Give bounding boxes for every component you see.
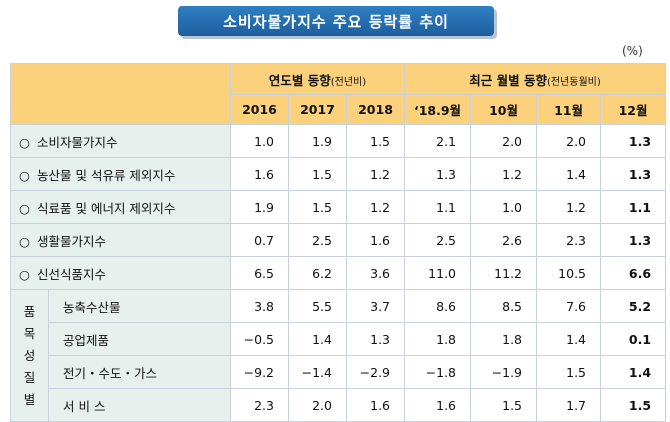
table-cell: 5.5 [288, 289, 347, 323]
row-label: ○ 생활물가지수 [10, 223, 231, 257]
table-row: ○ 생활물가지수 0.7 2.5 1.6 2.5 2.6 2.3 1.3 [10, 223, 667, 257]
row-label: 농축수산물 [48, 289, 231, 323]
table-cell: 2.0 [470, 124, 538, 158]
table-row: 품 목 성 질 별 농축수산물 3.8 5.5 3.7 8.6 8.5 7.6 … [10, 289, 667, 422]
table-cell: 1.1 [404, 190, 472, 224]
table-cell: 1.3 [600, 124, 667, 158]
table-cell: 5.2 [600, 289, 667, 323]
header-corner [10, 63, 231, 125]
row-label: ○ 식료품 및 에너지 제외지수 [10, 190, 231, 224]
table-cell: 1.6 [345, 223, 406, 257]
table-cell: 1.3 [600, 157, 667, 191]
table-cell: 11.0 [404, 256, 472, 290]
table-cell: 1.5 [536, 355, 602, 389]
table-cell: 1.4 [536, 157, 602, 191]
table-cell: 1.8 [404, 322, 472, 356]
table-cell: 2.3 [536, 223, 602, 257]
row-label: ○ 신선식품지수 [10, 256, 231, 290]
table-row: 서 비 스 2.3 2.0 1.6 1.6 1.5 1.7 1.5 [11, 388, 667, 422]
table-cell: 2.1 [404, 124, 472, 158]
table-cell: 1.4 [600, 355, 667, 389]
table-row: ○ 신선식품지수 6.5 6.2 3.6 11.0 11.2 10.5 6.6 [10, 256, 667, 290]
table-cell: 1.2 [345, 157, 406, 191]
table-cell: 1.9 [230, 190, 289, 224]
table-row: 공업제품 −0.5 1.4 1.3 1.8 1.8 1.4 0.1 [11, 322, 667, 356]
table-cell: 3.7 [345, 289, 406, 323]
table-cell: 1.9 [288, 124, 347, 158]
column-header: 2016 [230, 94, 289, 125]
header-monthly: 최근 월별 동향(전년동월비) [404, 63, 667, 95]
table-cell: −0.5 [230, 322, 289, 356]
table-row: ○ 농산물 및 석유류 제외지수 1.6 1.5 1.2 1.3 1.2 1.4 … [10, 157, 667, 191]
table-cell: 7.6 [536, 289, 602, 323]
table-cell: 1.5 [470, 388, 538, 422]
table-cell: −2.9 [345, 355, 406, 389]
table-cell: 2.6 [470, 223, 538, 257]
table-cell: 2.5 [288, 223, 347, 257]
row-label: 전기・수도・가스 [48, 355, 231, 389]
table-cell: 1.3 [345, 322, 406, 356]
table-cell: 1.5 [288, 157, 347, 191]
row-label: 공업제품 [48, 322, 231, 356]
table-cell: 10.5 [536, 256, 602, 290]
header-annual: 연도별 동향(전년비) [229, 63, 406, 95]
table-cell: 0.1 [600, 322, 667, 356]
table-cell: 8.6 [404, 289, 472, 323]
table-cell: 6.5 [230, 256, 289, 290]
table-cell: 1.5 [345, 124, 406, 158]
table-cell: −1.9 [470, 355, 538, 389]
unit-label: (%) [622, 44, 643, 58]
table-cell: 1.5 [600, 388, 667, 422]
table-cell: 1.8 [470, 322, 538, 356]
table-cell: 2.0 [288, 388, 347, 422]
column-header: 10월 [470, 94, 538, 125]
table-cell: 1.1 [600, 190, 667, 224]
table-cell: 2.0 [536, 124, 602, 158]
table-cell: 8.5 [470, 289, 538, 323]
table-cell: 1.7 [536, 388, 602, 422]
row-label: ○ 농산물 및 석유류 제외지수 [10, 157, 231, 191]
table-cell: 1.0 [230, 124, 289, 158]
table-cell: 11.2 [470, 256, 538, 290]
table-row: 전기・수도・가스 −9.2 −1.4 −2.9 −1.8 −1.9 1.5 1.… [11, 355, 667, 389]
group-label-vertical: 품 목 성 질 별 [10, 289, 49, 422]
page-title: 소비자물가지수 주요 등락률 추이 [178, 6, 494, 36]
table-cell: 1.3 [404, 157, 472, 191]
cpi-table: 연도별 동향(전년비) 최근 월별 동향(전년동월비) 2016 2017 20… [10, 63, 667, 422]
column-header: 2017 [288, 94, 347, 125]
column-header: 2018 [345, 94, 406, 125]
table-cell: 1.3 [600, 223, 667, 257]
table-cell: 6.6 [600, 256, 667, 290]
table-cell: −9.2 [230, 355, 289, 389]
table-cell: 1.2 [536, 190, 602, 224]
column-header: 12월 [600, 94, 667, 125]
table-cell: 1.6 [230, 157, 289, 191]
column-header: 11월 [536, 94, 602, 125]
column-header: ‘18.9월 [404, 94, 472, 125]
table-cell: 1.6 [404, 388, 472, 422]
table-cell: −1.4 [288, 355, 347, 389]
row-label: 서 비 스 [48, 388, 231, 422]
table-cell: 3.8 [230, 289, 289, 323]
table-cell: 1.2 [470, 157, 538, 191]
table-cell: 2.3 [230, 388, 289, 422]
table-cell: 1.6 [345, 388, 406, 422]
table-cell: 1.4 [288, 322, 347, 356]
table-cell: −1.8 [404, 355, 472, 389]
table-row: ○ 식료품 및 에너지 제외지수 1.9 1.5 1.2 1.1 1.0 1.2 … [10, 190, 667, 224]
table-cell: 1.5 [288, 190, 347, 224]
table-cell: 1.4 [536, 322, 602, 356]
table-cell: 3.6 [345, 256, 406, 290]
table-cell: 1.0 [470, 190, 538, 224]
table-row: ○ 소비자물가지수 1.0 1.9 1.5 2.1 2.0 2.0 1.3 [10, 124, 667, 158]
table-cell: 0.7 [230, 223, 289, 257]
table-cell: 6.2 [288, 256, 347, 290]
table-cell: 1.2 [345, 190, 406, 224]
row-label: ○ 소비자물가지수 [10, 124, 231, 158]
table-cell: 2.5 [404, 223, 472, 257]
